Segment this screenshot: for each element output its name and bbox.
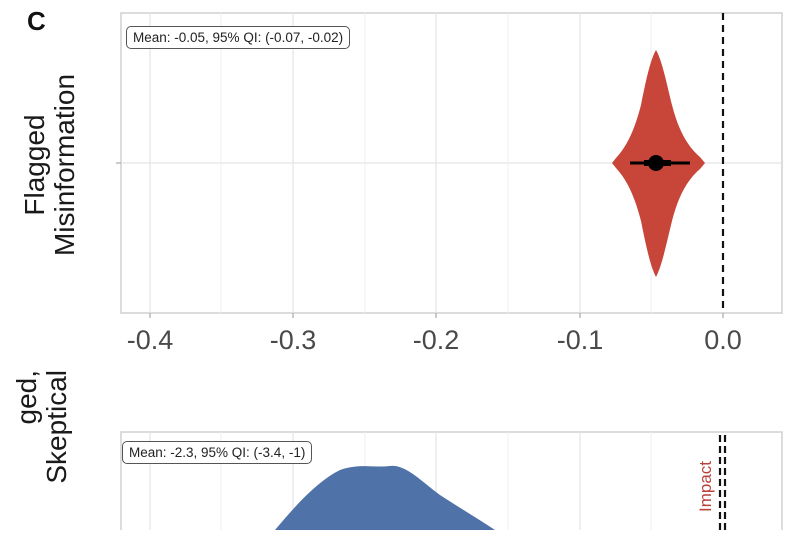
x-tick-label: -0.2: [412, 325, 460, 355]
x-tick-label: 0.0: [704, 325, 742, 355]
top-y-axis-label: Flagged Misinformation: [19, 40, 80, 290]
bottom-y-axis-label-line1: ged,: [11, 370, 42, 425]
impact-label: Impact: [696, 460, 715, 512]
x-tick-label: -0.3: [269, 325, 317, 355]
top-y-axis-label-line1: Flagged: [19, 114, 50, 216]
bottom-annotation-box: Mean: -2.3, 95% QI: (-3.4, -1): [122, 441, 313, 464]
bottom-y-axis-label: ged, Skeptical: [11, 370, 72, 540]
panel-label: C: [27, 6, 46, 36]
top-y-axis-label-line2: Misinformation: [49, 73, 80, 257]
violin-flagged-skeptical: [275, 465, 495, 530]
bottom-plot-panel: [120, 431, 783, 530]
mean-point: [648, 155, 664, 171]
x-tick-label: -0.1: [556, 325, 604, 355]
x-tick-label: -0.4: [126, 325, 174, 355]
bottom-y-axis-label-line2: Skeptical: [41, 370, 72, 484]
top-plot-panel: [116, 12, 783, 318]
top-annotation-box: Mean: -0.05, 95% QI: (-0.07, -0.02): [126, 26, 351, 49]
